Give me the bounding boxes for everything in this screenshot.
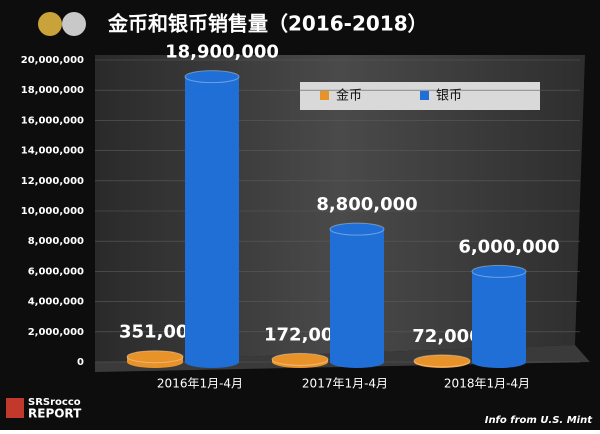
legend-label: 银币 [436,89,462,104]
x-tick-label: 2017年1月-4月 [302,377,388,391]
logo-text: SRSrocco [28,397,81,408]
bar-top [413,354,471,368]
y-tick-label: 0 [77,357,84,368]
value-label: 72,000 [412,326,481,347]
bar-top [271,352,329,366]
value-label: 351,000 [119,322,201,343]
y-tick-label: 20,000,000 [21,55,84,66]
bar [472,271,526,362]
bar-top [471,264,527,278]
y-tick-label: 8,000,000 [28,236,84,247]
y-tick-label: 18,000,000 [21,85,84,96]
silver-coin-icon [62,12,86,36]
source: Info from U.S. Mint [485,415,593,426]
x-tick-label: 2018年1月-4月 [444,377,530,391]
gold-coin-icon [38,12,62,36]
bar-top [184,70,240,84]
y-tick-label: 12,000,000 [21,176,84,187]
value-label: 172,000 [264,324,346,345]
legend-label: 金币 [336,88,362,104]
y-tick-label: 2,000,000 [28,327,84,338]
value-label: 18,900,000 [165,42,279,63]
bar-base [185,356,239,368]
value-label: 6,000,000 [458,236,559,257]
bar-top [126,350,184,364]
logo-text: REPORT [28,407,82,421]
y-tick-label: 16,000,000 [21,115,84,126]
y-tick-label: 14,000,000 [21,146,84,157]
bar-top [329,222,385,236]
value-label: 8,800,000 [316,194,417,215]
chart-title: 金币和银币销售量（2016-2018） [107,12,428,36]
bar [185,76,239,363]
bar-base [472,356,526,368]
y-tick-label: 4,000,000 [28,297,84,308]
y-tick-label: 10,000,000 [21,206,84,217]
logo-icon [6,398,24,418]
y-tick-label: 6,000,000 [28,266,84,277]
legend-swatch [420,91,429,100]
legend-swatch [320,91,329,100]
bar-base [330,356,384,368]
x-tick-label: 2016年1月-4月 [157,377,243,391]
bar [330,229,384,362]
